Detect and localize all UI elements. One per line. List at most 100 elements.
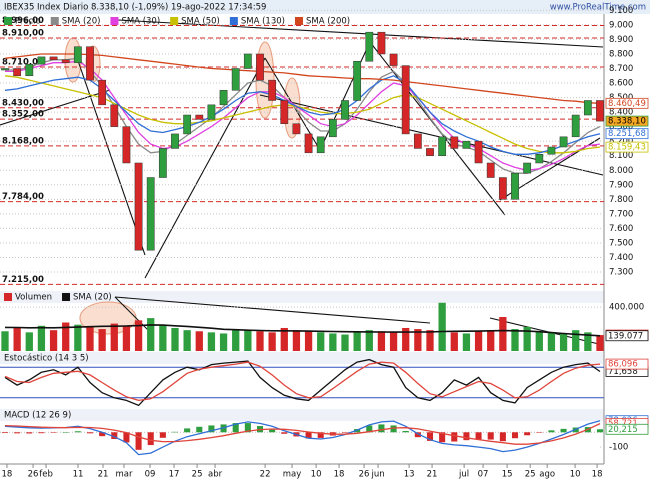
histogram-bar [390, 425, 397, 433]
histogram-bar [487, 432, 494, 440]
volume-bar [389, 332, 398, 351]
x-tick-label: jul [458, 470, 469, 480]
volume-bar [183, 330, 191, 351]
candle [328, 119, 337, 138]
candle [413, 133, 422, 149]
histogram-bar [123, 432, 130, 443]
y-tick-label: 7.900 [609, 180, 633, 190]
histogram-bar [414, 432, 421, 438]
x-tick-label: 10 [311, 470, 322, 480]
candle [146, 177, 155, 251]
volume-bar [268, 332, 276, 351]
legend-swatch [4, 17, 12, 25]
y-tick-label: 8.800 [609, 49, 633, 59]
candle [559, 136, 568, 148]
histogram-bar [317, 432, 324, 438]
histogram-bar [232, 423, 239, 433]
volume-bar [134, 320, 143, 351]
candle [61, 59, 70, 63]
candle [122, 126, 131, 164]
volume-bar [207, 332, 216, 351]
volume-bar [584, 332, 592, 351]
histogram-bar [596, 429, 604, 433]
candle [171, 133, 179, 149]
legend-swatch [110, 17, 119, 25]
histogram-bar [208, 425, 215, 433]
x-tick-label: jun [370, 470, 384, 480]
candle [523, 162, 532, 174]
volume-bar [13, 327, 21, 351]
last-value-box [605, 423, 649, 435]
level-label: 8.910,00 [2, 28, 44, 38]
histogram-bar [184, 428, 191, 433]
legend-swatch [229, 17, 238, 25]
candle [292, 123, 301, 135]
x-tick-label: 22 [260, 470, 271, 480]
histogram-bar [26, 432, 33, 434]
x-tick-label: 15 [502, 470, 513, 480]
last-value-box [605, 330, 649, 342]
trend-line [74, 51, 146, 256]
x-tick-label: 11 [73, 470, 84, 480]
candle [231, 68, 240, 91]
histogram-bar [171, 431, 179, 433]
legend-label: SMA (50) [181, 17, 220, 27]
series-line [4, 53, 601, 104]
volume-bar [25, 332, 33, 351]
x-tick-label: 13 [404, 470, 415, 480]
candle [462, 140, 471, 149]
volume-bar [402, 327, 410, 351]
histogram-bar [463, 432, 470, 441]
histogram-bar [111, 432, 118, 439]
x-tick-label: 25 [192, 470, 203, 480]
candle [450, 136, 459, 149]
x-tick-label: mar [116, 470, 133, 480]
y-tick-label: 7.600 [609, 224, 633, 234]
volume-bar [462, 333, 471, 351]
volume-bar [353, 332, 361, 351]
candle [86, 46, 94, 81]
histogram-bar [439, 432, 446, 443]
y-tick-label: 400.000 [609, 303, 644, 313]
chart-title: IBEX35 Index Diario 8.338,10 (-1,09%) 19… [4, 3, 266, 13]
candle [195, 114, 204, 120]
trend-line [114, 296, 151, 333]
x-tick-label: 18 [592, 470, 603, 480]
histogram-bar [147, 432, 154, 446]
legend-label: Volumen [15, 293, 52, 303]
volume-bar [98, 329, 106, 351]
panel-header [0, 352, 604, 364]
histogram-bar [451, 432, 458, 442]
histogram-bar [159, 432, 166, 438]
last-value-box [605, 128, 649, 140]
x-tick-label: 21 [427, 470, 438, 480]
histogram-bar [560, 428, 567, 433]
legend-label: Precio [15, 17, 41, 27]
volume-bar [523, 326, 531, 351]
legend-label: SMA (20) [73, 293, 112, 303]
histogram-bar [1, 432, 9, 434]
candle [535, 154, 544, 164]
volume-bar [329, 333, 337, 351]
x-tick-label: 07 [478, 470, 489, 480]
candle [37, 56, 46, 65]
y-tick-label: 9.000 [609, 20, 633, 30]
candle [134, 162, 143, 251]
histogram-bar [281, 432, 288, 434]
candle [183, 114, 192, 135]
candle [110, 104, 119, 127]
legend-swatch [50, 17, 59, 25]
candle [268, 79, 277, 101]
histogram-bar [86, 432, 94, 434]
y-tick-label: 8.100 [609, 151, 633, 161]
x-tick-label: 21 [98, 470, 109, 480]
histogram-bar [99, 432, 106, 437]
candle [13, 68, 22, 77]
candle [207, 104, 216, 120]
volume-bar [244, 330, 252, 351]
x-tick-label: 09 [145, 470, 156, 480]
volume-bar [450, 332, 458, 351]
y-tick-label: 8.300 [609, 122, 633, 132]
